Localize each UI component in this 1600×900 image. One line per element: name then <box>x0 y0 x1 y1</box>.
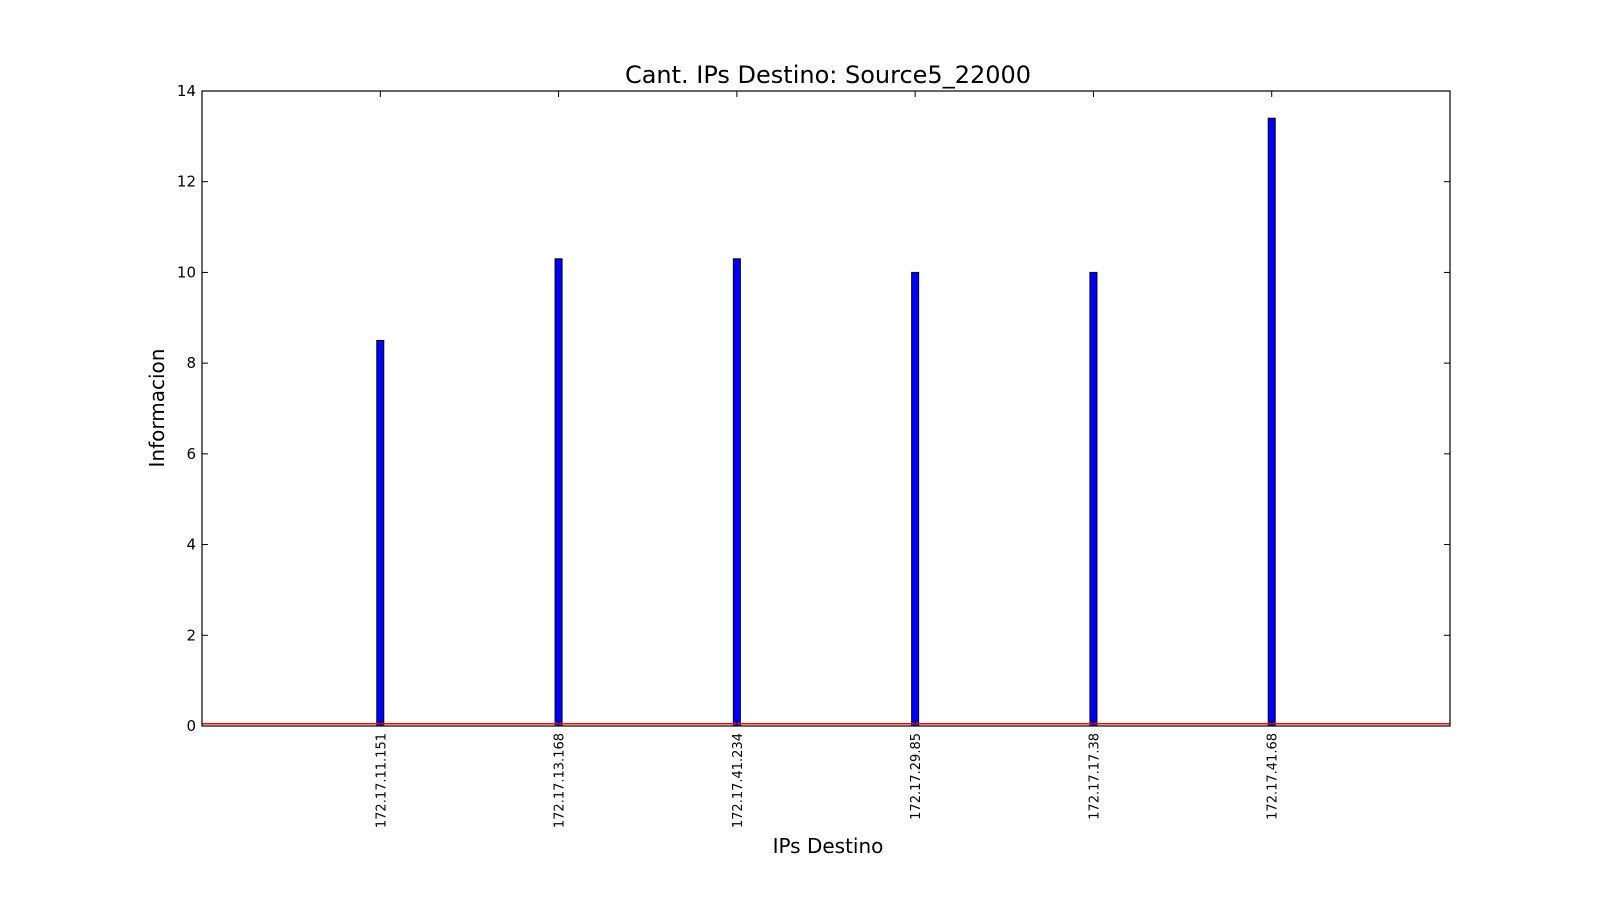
y-tick-label: 14 <box>177 82 196 100</box>
y-axis-label: Informacion <box>145 349 169 468</box>
plot-area: 0 2 4 6 8 10 12 14 172.17.11.151 172.17.13.168 172… <box>177 82 1451 828</box>
x-tick-label: 172.17.17.38 <box>1087 733 1102 820</box>
bar <box>554 258 563 727</box>
y-tick-label: 10 <box>177 263 196 281</box>
y-tick-label: 2 <box>186 626 196 644</box>
x-tick-label: 172.17.41.234 <box>731 733 746 828</box>
x-axis-label: IPs Destino <box>773 834 884 858</box>
y-tick-label: 12 <box>177 173 196 191</box>
plot-frame <box>201 90 1451 727</box>
bar <box>1089 271 1098 727</box>
y-tick-label: 8 <box>186 354 196 372</box>
y-tick-label: 4 <box>186 536 196 554</box>
bar <box>376 339 385 727</box>
x-tick-label: 172.17.13.168 <box>553 733 568 828</box>
x-tick-label: 172.17.41.68 <box>1266 733 1281 820</box>
y-tick-label: 6 <box>186 445 196 463</box>
x-tick-label: 172.17.11.151 <box>374 733 389 828</box>
bar <box>732 258 741 727</box>
x-tick-label: 172.17.29.85 <box>909 733 924 820</box>
bar <box>1267 117 1276 727</box>
chart-title: Cant. IPs Destino: Source5_22000 <box>625 61 1031 89</box>
bar <box>911 271 920 727</box>
y-tick-label: 0 <box>186 717 196 735</box>
